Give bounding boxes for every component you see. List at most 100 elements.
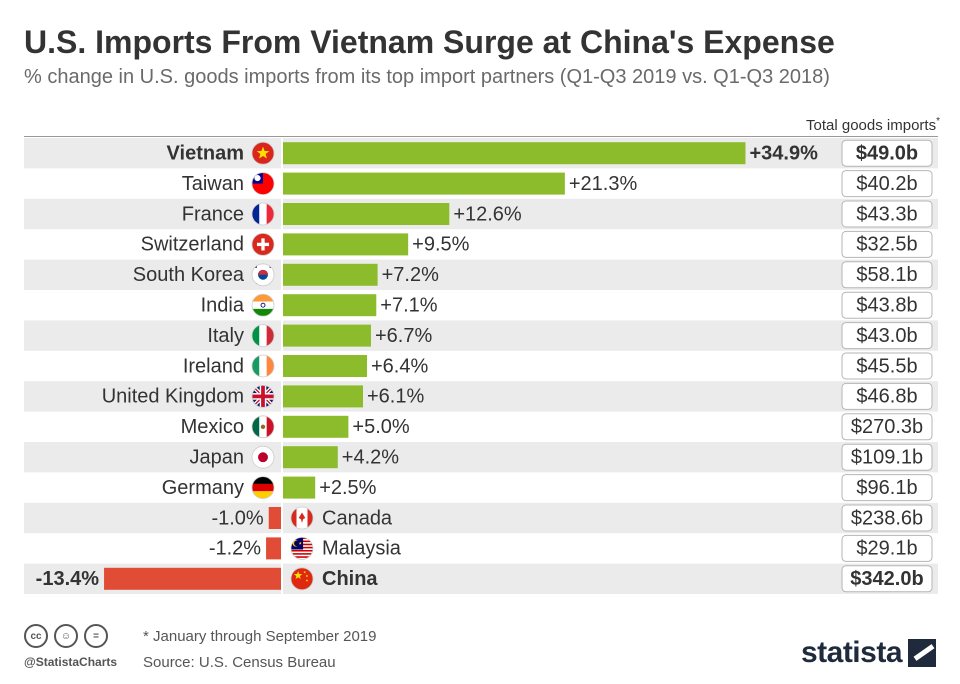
row-stripe-united-kingdom [24, 381, 938, 412]
bar-mexico [282, 415, 349, 438]
total-value-france: $43.3b [856, 203, 917, 225]
totals-column-header: Total goods imports* [806, 116, 940, 134]
statista-logo[interactable]: statista [801, 636, 936, 670]
bar-vietnam [282, 142, 746, 165]
statista-logo-text: statista [800, 636, 903, 669]
country-label-switzerland: Switzerland [141, 234, 244, 256]
country-label-india: India [201, 294, 245, 316]
value-label-canada: -1.0% [211, 507, 263, 529]
total-value-ireland: $45.5b [856, 355, 917, 377]
value-label-south-korea: +7.2% [382, 264, 439, 286]
bar-malaysia [266, 537, 282, 560]
malaysia-flag-icon [290, 537, 314, 560]
total-value-united-kingdom: $46.8b [856, 386, 917, 408]
total-box-malaysia [841, 534, 933, 562]
country-label-italy: Italy [207, 325, 244, 347]
creative-commons-icon: cc [24, 624, 48, 648]
country-label-canada: Canada [322, 507, 393, 529]
bar-united-kingdom [282, 385, 364, 408]
value-label-mexico: +5.0% [352, 416, 409, 438]
totals-header-asterisk: * [936, 116, 940, 127]
chart-subtitle: % change in U.S. goods imports from its … [24, 66, 830, 88]
value-label-japan: +4.2% [342, 446, 399, 468]
country-label-south-korea: South Korea [133, 264, 245, 286]
value-label-vietnam: +34.9% [749, 142, 818, 164]
row-stripe-france [24, 198, 938, 230]
country-label-china: China [322, 568, 378, 590]
total-box-china [841, 565, 933, 593]
value-label-germany: +2.5% [319, 477, 376, 499]
country-label-mexico: Mexico [181, 416, 244, 438]
country-label-united-kingdom: United Kingdom [102, 386, 244, 408]
total-value-canada: $238.6b [851, 507, 923, 529]
total-box-italy [841, 322, 933, 350]
row-stripe-canada [24, 502, 938, 534]
total-value-italy: $43.0b [856, 325, 917, 347]
canada-flag-icon [290, 506, 314, 530]
bar-germany [282, 476, 316, 499]
row-stripe-japan [24, 442, 938, 473]
total-box-japan [841, 443, 933, 471]
bar-taiwan [282, 172, 565, 195]
china-flag-icon [290, 567, 314, 591]
bar-japan [282, 446, 338, 469]
bar-china [104, 567, 282, 590]
germany-flag-icon [251, 476, 275, 500]
value-label-china: -13.4% [36, 568, 100, 590]
value-label-ireland: +6.4% [371, 355, 428, 377]
india-flag-icon [251, 293, 275, 317]
mexico-flag-icon [251, 415, 275, 439]
country-label-japan: Japan [190, 446, 245, 468]
bar-italy [282, 324, 371, 347]
total-value-japan: $109.1b [851, 446, 923, 468]
source-note: Source: U.S. Census Bureau [143, 654, 336, 671]
switzerland-flag-icon [251, 232, 275, 256]
total-value-taiwan: $40.2b [856, 173, 917, 195]
total-box-switzerland [841, 230, 933, 258]
bar-ireland [282, 355, 367, 377]
value-label-italy: +6.7% [375, 325, 432, 347]
taiwan-flag-icon [251, 172, 275, 196]
value-label-united-kingdom: +6.1% [367, 386, 424, 408]
vietnam-flag-icon [251, 141, 275, 165]
total-value-china: $342.0b [850, 568, 923, 590]
total-box-germany [841, 474, 933, 502]
country-label-taiwan: Taiwan [182, 173, 244, 195]
bar-switzerland [282, 233, 409, 256]
total-value-malaysia: $29.1b [856, 538, 917, 560]
total-box-vietnam [841, 139, 933, 167]
total-value-mexico: $270.3b [851, 416, 923, 438]
statista-logo-icon [908, 639, 936, 667]
bar-india [282, 294, 377, 317]
total-box-mexico [841, 413, 933, 441]
total-box-taiwan [841, 170, 933, 198]
chart-title: U.S. Imports From Vietnam Surge at China… [24, 24, 835, 60]
no-derivatives-icon: = [84, 624, 108, 648]
total-box-united-kingdom [841, 382, 933, 410]
value-label-india: +7.1% [380, 294, 437, 316]
bar-france [282, 203, 450, 225]
header-rule [24, 136, 938, 137]
total-box-ireland [841, 352, 933, 380]
country-label-vietnam: Vietnam [167, 142, 244, 164]
japan-flag-icon [251, 445, 275, 469]
license-icons: cc ☺ = [24, 624, 108, 648]
total-value-switzerland: $32.5b [856, 234, 917, 256]
bar-south-korea [282, 263, 378, 286]
value-label-malaysia: -1.2% [209, 538, 261, 560]
total-box-france [841, 200, 933, 228]
attribution-icon: ☺ [54, 624, 78, 648]
total-box-canada [841, 504, 933, 532]
total-box-south-korea [841, 261, 933, 289]
italy-flag-icon [251, 324, 275, 348]
row-stripe-italy [24, 320, 938, 351]
totals-header-text: Total goods imports [806, 117, 937, 134]
south-korea-flag-icon [251, 263, 275, 287]
total-value-south-korea: $58.1b [856, 264, 917, 286]
country-label-germany: Germany [162, 477, 244, 499]
bar-canada [268, 507, 282, 529]
value-label-switzerland: +9.5% [412, 234, 469, 256]
country-label-ireland: Ireland [183, 355, 244, 377]
total-value-germany: $96.1b [856, 477, 917, 499]
ireland-flag-icon [251, 354, 275, 378]
